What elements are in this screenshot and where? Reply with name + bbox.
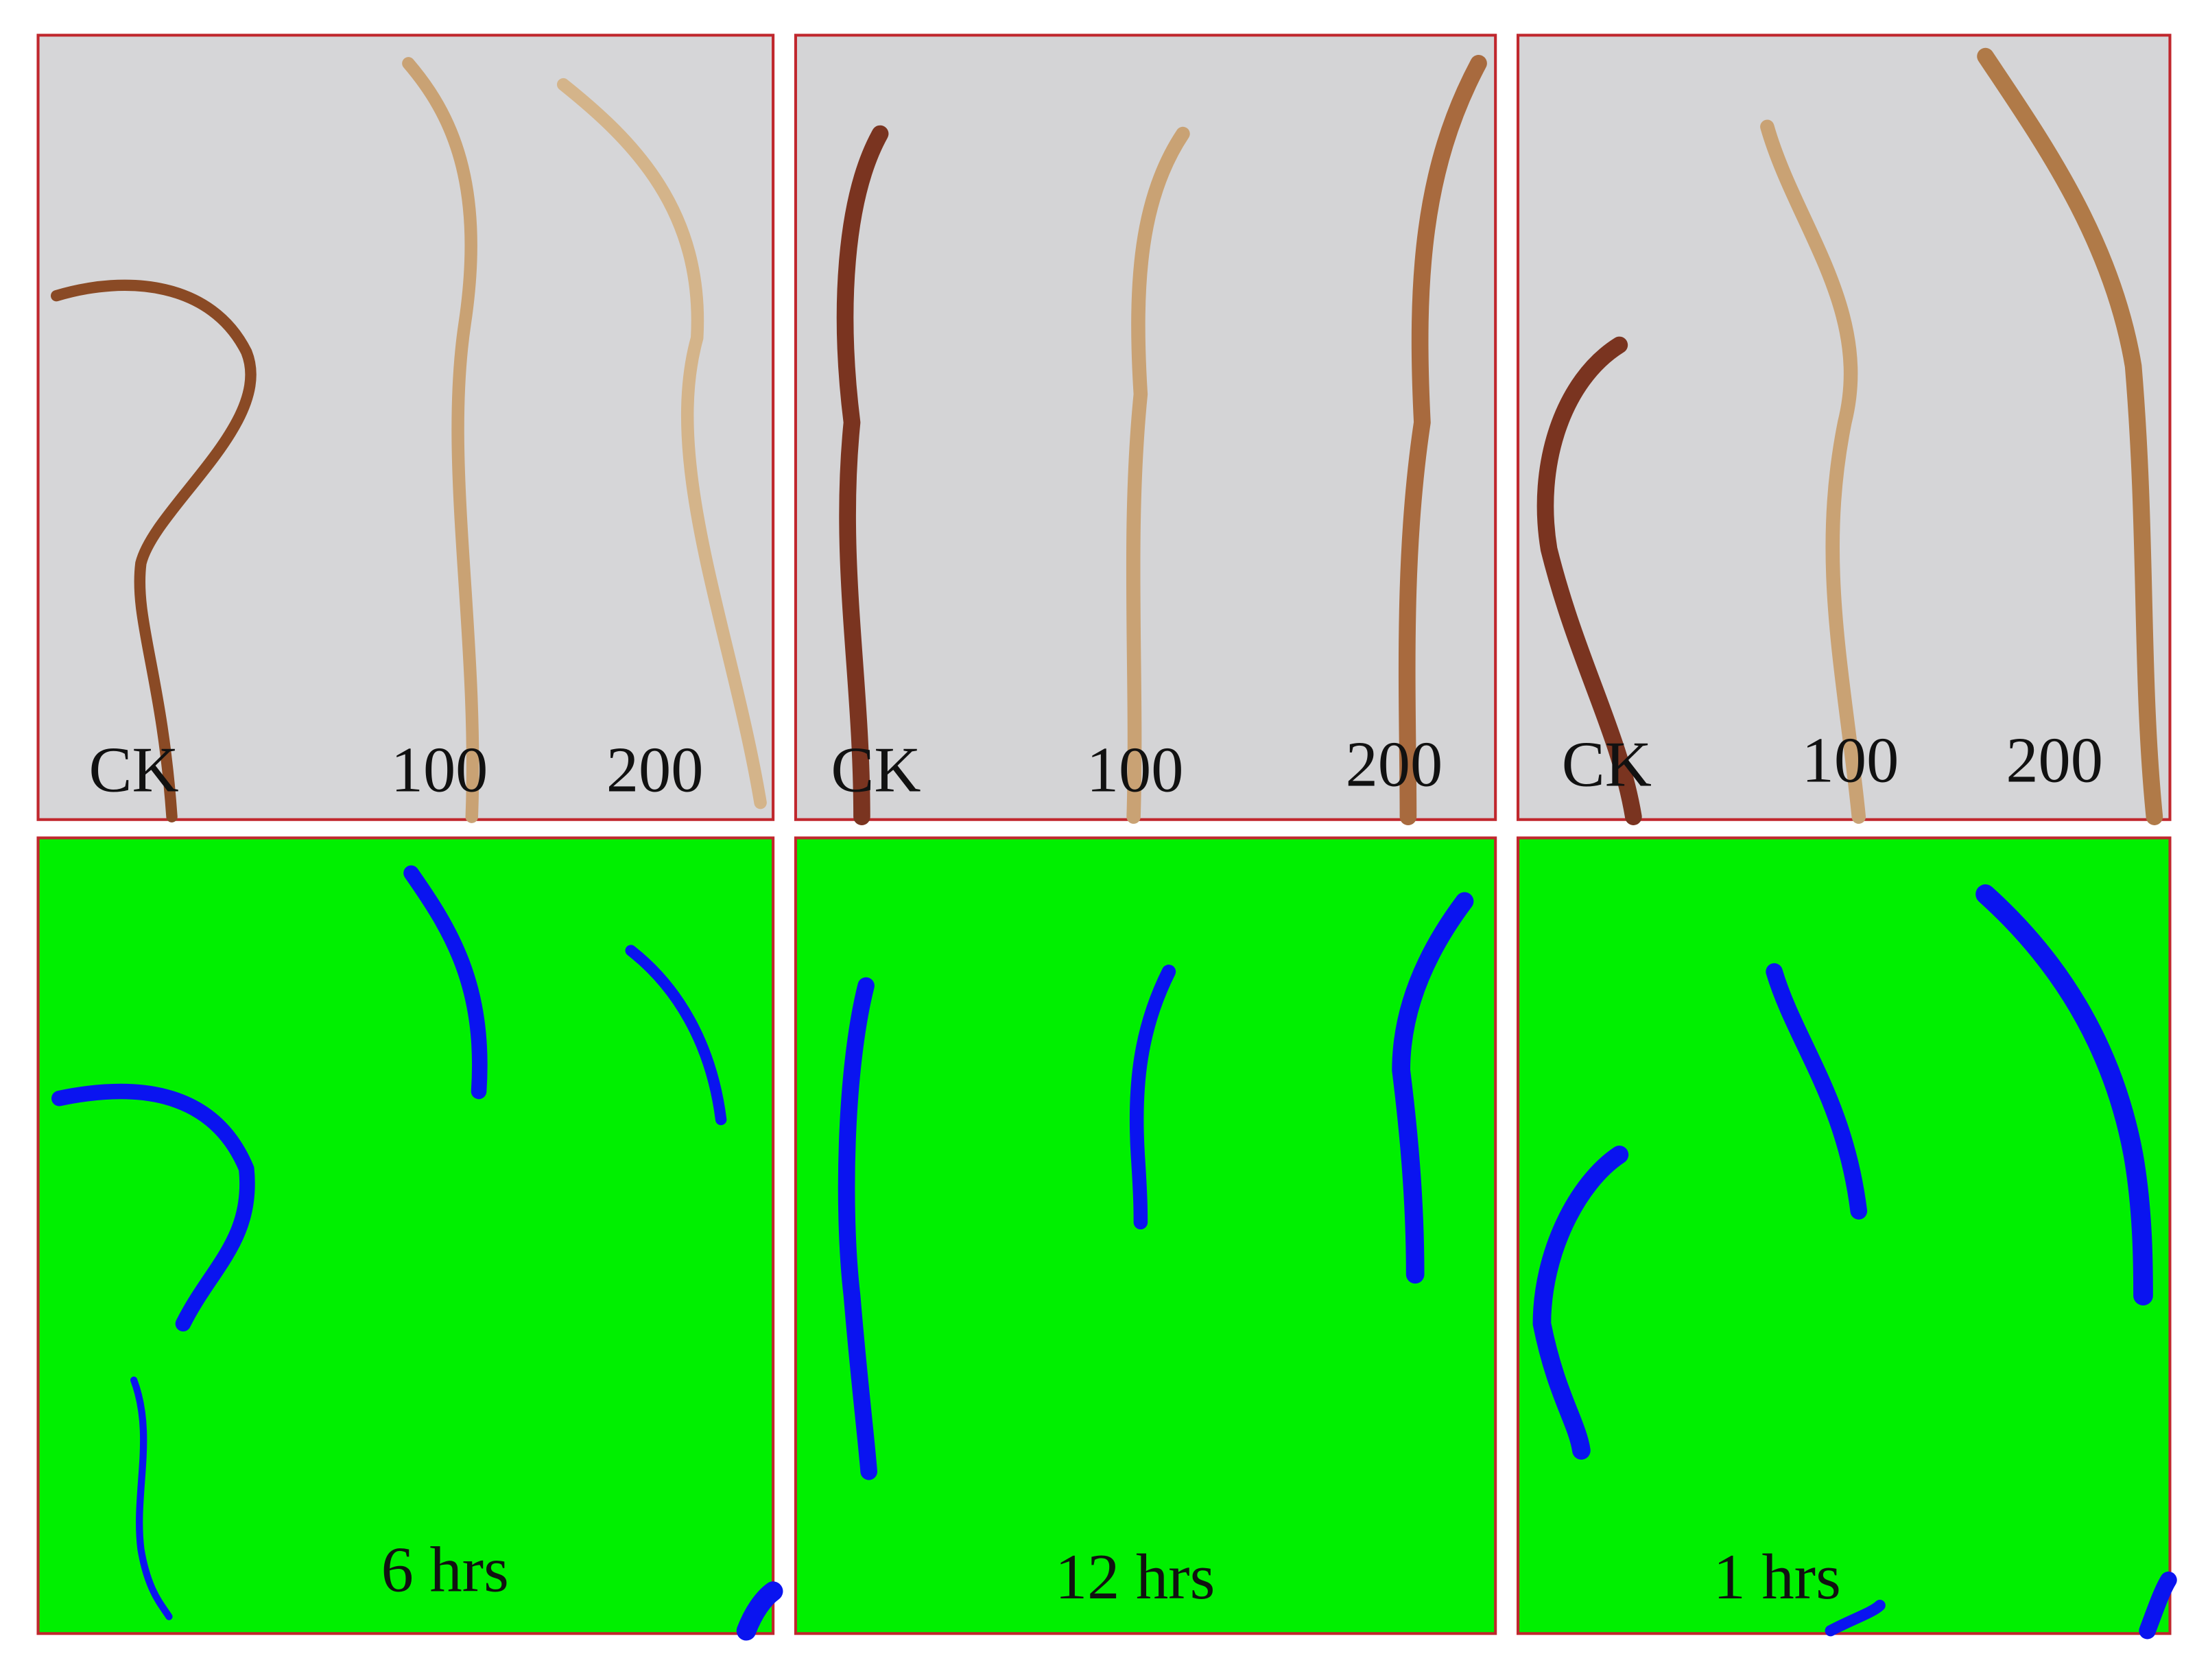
root (1760, 119, 1866, 824)
segmentation-panel (794, 836, 1497, 1635)
treatment-label: CK (89, 735, 179, 806)
root (1536, 336, 1642, 825)
segment (1129, 965, 1176, 1230)
segment (130, 1376, 173, 1620)
segment (1532, 1145, 1629, 1460)
segmentation-panel (1516, 836, 2172, 1635)
segment (1825, 1599, 1886, 1637)
treatment-label: 200 (2006, 724, 2103, 796)
segment (736, 1581, 783, 1641)
segment (2139, 1571, 2177, 1640)
root (556, 78, 767, 809)
time-caption: 12 hrs (1055, 1541, 1215, 1613)
segment (1392, 892, 1474, 1284)
photo-panel (36, 34, 775, 821)
segment (403, 865, 488, 1100)
treatment-label: CK (1562, 729, 1652, 800)
segmentation-panel (36, 836, 775, 1635)
photo-panel (794, 34, 1497, 821)
root (402, 57, 479, 823)
root (1126, 126, 1190, 824)
root (50, 279, 257, 823)
time-caption: 6 hrs (381, 1535, 509, 1606)
treatment-label: 100 (1087, 735, 1184, 806)
segment (625, 945, 727, 1126)
segment (51, 1083, 255, 1332)
root (1977, 47, 2163, 825)
time-caption: 1 hrs (1713, 1541, 1841, 1613)
treatment-label: CK (831, 735, 921, 806)
segment (838, 977, 877, 1480)
root (836, 125, 889, 825)
photo-panels (36, 34, 2172, 825)
treatment-label: 200 (1346, 729, 1443, 800)
segment (1975, 884, 2153, 1305)
root (1398, 55, 1487, 825)
treatment-label: 100 (391, 735, 488, 806)
treatment-label: 100 (1802, 724, 1899, 796)
segmentation-panels (36, 836, 2177, 1641)
treatment-label: 200 (606, 735, 704, 806)
segment (1766, 963, 1868, 1220)
